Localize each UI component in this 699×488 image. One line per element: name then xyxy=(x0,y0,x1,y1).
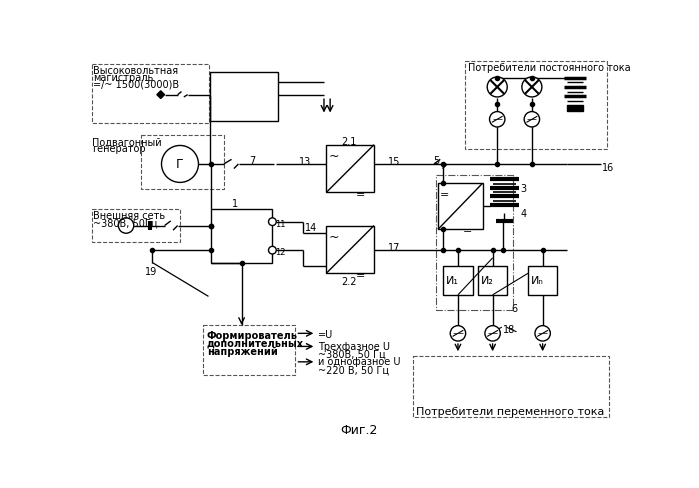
Bar xyxy=(92,65,209,124)
Bar xyxy=(211,209,273,263)
Text: 14: 14 xyxy=(305,223,317,233)
Text: =U: =U xyxy=(318,330,333,340)
Bar xyxy=(92,209,180,243)
Text: Г: Г xyxy=(176,158,184,171)
Bar xyxy=(438,184,482,230)
Text: 16: 16 xyxy=(602,163,614,172)
Text: Потребители постоянного тока: Потребители постоянного тока xyxy=(468,62,630,72)
Text: 6: 6 xyxy=(511,303,517,313)
Text: 19: 19 xyxy=(145,266,157,276)
Text: Подвагонный: Подвагонный xyxy=(92,137,162,147)
Text: 2.2: 2.2 xyxy=(342,277,357,287)
Bar xyxy=(566,106,584,112)
Text: 11: 11 xyxy=(275,219,285,228)
Bar xyxy=(528,266,557,295)
Circle shape xyxy=(487,78,507,98)
Text: =: = xyxy=(463,226,472,236)
Circle shape xyxy=(524,112,540,128)
Circle shape xyxy=(522,78,542,98)
Text: 15: 15 xyxy=(388,157,401,167)
Text: 4: 4 xyxy=(520,208,526,219)
Text: Потребители переменного тока: Потребители переменного тока xyxy=(416,406,605,416)
Text: 12: 12 xyxy=(275,247,285,257)
Bar xyxy=(412,356,609,417)
Text: 17: 17 xyxy=(388,243,401,253)
Bar xyxy=(435,176,512,310)
Bar xyxy=(465,61,607,150)
Circle shape xyxy=(450,326,466,341)
Text: 5: 5 xyxy=(433,156,440,166)
Text: ~: ~ xyxy=(329,231,339,244)
Text: 2.1: 2.1 xyxy=(342,137,357,147)
Text: напряжений: напряжений xyxy=(207,346,278,356)
Polygon shape xyxy=(157,92,164,99)
Text: генератор: генератор xyxy=(92,144,146,154)
Bar xyxy=(210,72,278,122)
Text: ~380В, 50 Гц: ~380В, 50 Гц xyxy=(318,349,386,359)
Text: ~: ~ xyxy=(329,150,339,163)
Circle shape xyxy=(268,219,276,226)
Bar xyxy=(326,226,374,274)
Text: Иₙ: Иₙ xyxy=(531,276,544,285)
Text: Внешняя сеть: Внешняя сеть xyxy=(93,211,165,221)
Bar xyxy=(140,135,224,189)
Text: ~380В, 50Гц: ~380В, 50Гц xyxy=(93,218,157,227)
Circle shape xyxy=(161,146,199,183)
Text: =/~ 1500(3000)В: =/~ 1500(3000)В xyxy=(93,80,179,89)
Text: 3: 3 xyxy=(520,184,526,194)
Text: ~220 В, 50 Гц: ~220 В, 50 Гц xyxy=(318,365,389,374)
Text: И₁: И₁ xyxy=(446,276,459,285)
Text: Трехфазное U: Трехфазное U xyxy=(318,341,390,351)
Circle shape xyxy=(118,219,134,234)
Text: 1: 1 xyxy=(231,199,238,208)
Text: Высоковольтная: Высоковольтная xyxy=(93,65,178,76)
Text: 13: 13 xyxy=(298,157,311,167)
Circle shape xyxy=(535,326,550,341)
Text: 18: 18 xyxy=(503,325,516,334)
Text: =: = xyxy=(356,190,365,200)
Text: и однофазное U: и однофазное U xyxy=(318,357,401,366)
Text: магистраль: магистраль xyxy=(93,72,153,82)
Text: =: = xyxy=(440,190,449,200)
Text: Фиг.2: Фиг.2 xyxy=(340,423,377,436)
Text: 7: 7 xyxy=(250,156,256,166)
Text: Формирователь: Формирователь xyxy=(207,330,298,341)
Text: И₂: И₂ xyxy=(481,276,493,285)
Circle shape xyxy=(489,112,505,128)
Circle shape xyxy=(485,326,500,341)
Bar xyxy=(203,325,296,375)
Bar xyxy=(443,266,473,295)
Bar xyxy=(326,145,374,193)
Bar xyxy=(478,266,507,295)
Text: дополнительных: дополнительных xyxy=(207,338,304,348)
Circle shape xyxy=(268,247,276,255)
Text: =: = xyxy=(356,271,365,281)
